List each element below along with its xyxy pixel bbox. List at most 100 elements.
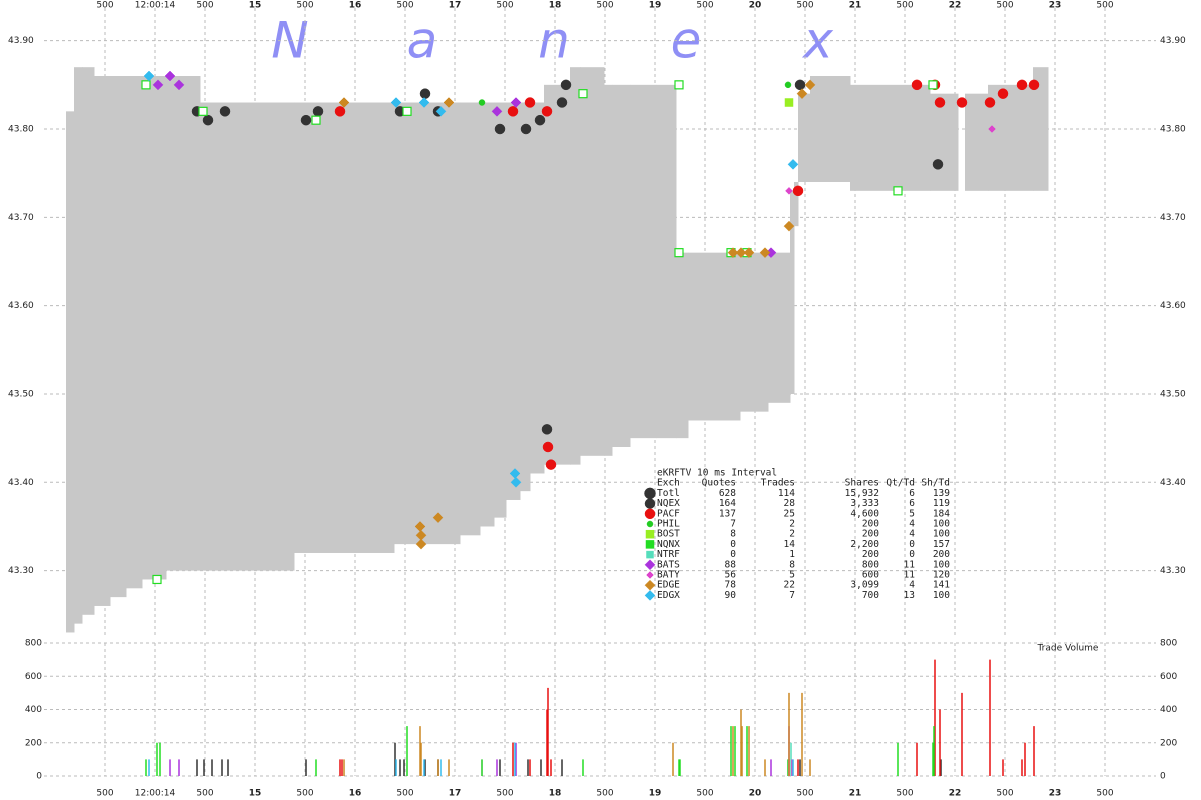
quote-marker bbox=[984, 97, 996, 108]
y-tick-label: 600 bbox=[25, 672, 42, 682]
legend-cell: 0 bbox=[909, 539, 915, 550]
quote-marker bbox=[785, 186, 793, 195]
legend-cell: 7 bbox=[730, 519, 736, 530]
legend-cell: 3,333 bbox=[850, 498, 879, 509]
x-tick-label: 500 bbox=[1096, 1, 1113, 11]
legend-cell: NTRF bbox=[657, 549, 680, 560]
spread-segment bbox=[66, 111, 75, 633]
spread-segment bbox=[142, 76, 167, 580]
legend-cell: Totl bbox=[657, 488, 680, 499]
spread-segment bbox=[630, 84, 657, 439]
legend-cell: 22 bbox=[784, 580, 795, 591]
x-tick-label: 500 bbox=[1096, 789, 1113, 799]
legend-cell: BOST bbox=[657, 529, 680, 540]
quote-marker bbox=[415, 538, 427, 550]
y-tick-label: 43.50 bbox=[1160, 389, 1186, 399]
legend-cell: 4,600 bbox=[850, 508, 879, 519]
quote-marker bbox=[491, 105, 503, 117]
legend-cell: EDGE bbox=[657, 580, 680, 591]
x-tick-label: 22 bbox=[949, 789, 962, 799]
quote-marker bbox=[997, 88, 1009, 99]
quote-marker bbox=[478, 99, 486, 106]
legend-cell: 8 bbox=[730, 529, 736, 540]
x-tick-label: 500 bbox=[496, 1, 513, 11]
spread-segment bbox=[520, 102, 531, 492]
x-tick-label: 500 bbox=[896, 789, 913, 799]
legend-cell: 184 bbox=[933, 508, 950, 519]
spread-segment bbox=[794, 182, 799, 227]
legend-cell: 0 bbox=[909, 549, 915, 560]
legend-icon bbox=[646, 520, 654, 528]
legend-cell: 200 bbox=[862, 519, 879, 530]
spread-segment bbox=[544, 84, 571, 465]
y-tick-label: 800 bbox=[1160, 639, 1177, 649]
legend-cell: 1 bbox=[789, 549, 795, 560]
y-tick-label: 0 bbox=[36, 772, 42, 782]
legend-cell: EDGX bbox=[657, 590, 680, 601]
legend-cell: 4 bbox=[909, 519, 915, 530]
legend-cell: 137 bbox=[719, 508, 736, 519]
x-tick-label: 17 bbox=[449, 789, 462, 799]
legend-cell: 119 bbox=[933, 498, 950, 509]
spread-segment bbox=[850, 84, 931, 191]
quote-marker bbox=[402, 106, 412, 116]
legend-cell: 200 bbox=[862, 529, 879, 540]
spread-segment bbox=[656, 84, 677, 439]
legend-cell: 800 bbox=[862, 559, 879, 570]
x-tick-label: 500 bbox=[296, 789, 313, 799]
quote-marker bbox=[435, 105, 447, 117]
x-tick-label: 23 bbox=[1049, 789, 1062, 799]
x-tick-label: 500 bbox=[796, 1, 813, 11]
spread-segment bbox=[166, 76, 201, 571]
spread-segment bbox=[580, 67, 605, 456]
legend-cell: NQNX bbox=[657, 539, 680, 550]
legend-icon bbox=[646, 550, 654, 559]
legend-cell: 3,099 bbox=[850, 580, 879, 591]
quote-marker bbox=[893, 186, 903, 196]
spread-segment bbox=[740, 252, 769, 412]
y-tick-label: 43.60 bbox=[1160, 301, 1186, 311]
legend-cell: 88 bbox=[725, 559, 737, 570]
legend-cell: 100 bbox=[933, 559, 950, 570]
y-tick-label: 800 bbox=[25, 639, 42, 649]
quote-marker bbox=[784, 81, 792, 89]
legend-cell: 100 bbox=[933, 590, 950, 601]
x-tick-label: 500 bbox=[696, 1, 713, 11]
x-tick-label: 500 bbox=[996, 789, 1013, 799]
y-tick-label: 200 bbox=[25, 738, 42, 748]
x-tick-label: 21 bbox=[849, 789, 862, 799]
legend-icon bbox=[645, 529, 655, 539]
quote-marker bbox=[956, 97, 968, 108]
quote-marker bbox=[545, 459, 557, 470]
spread-segment bbox=[460, 102, 481, 536]
quote-marker bbox=[198, 106, 208, 116]
quote-marker bbox=[787, 158, 799, 170]
quote-marker bbox=[524, 97, 536, 108]
quote-marker bbox=[418, 97, 430, 108]
x-tick-label: 500 bbox=[596, 789, 613, 799]
legend-cell: 25 bbox=[784, 508, 795, 519]
spread-segment bbox=[82, 67, 95, 615]
legend-cell: 56 bbox=[725, 570, 737, 581]
legend-icon bbox=[644, 508, 656, 520]
quote-marker bbox=[556, 97, 568, 108]
legend-header: Exch bbox=[657, 478, 680, 489]
legend-cell: NQEX bbox=[657, 498, 680, 509]
legend-header: Quotes bbox=[702, 478, 736, 489]
legend-icon bbox=[644, 559, 656, 571]
legend-cell: 28 bbox=[784, 498, 796, 509]
y-tick-label: 43.50 bbox=[8, 389, 34, 399]
x-tick-label: 500 bbox=[696, 789, 713, 799]
y-tick-label: 43.80 bbox=[1160, 125, 1186, 135]
quote-marker bbox=[520, 123, 532, 135]
legend-cell: PACF bbox=[657, 508, 680, 519]
quote-marker bbox=[988, 125, 996, 133]
quote-marker bbox=[743, 247, 755, 259]
y-tick-label: 43.60 bbox=[8, 301, 34, 311]
legend-cell: 5 bbox=[789, 570, 795, 581]
x-tick-label: 500 bbox=[196, 789, 213, 799]
spread-segment bbox=[394, 102, 461, 545]
quote-marker bbox=[311, 115, 321, 125]
legend-cell: 13 bbox=[904, 590, 915, 601]
legend-cell: 90 bbox=[725, 590, 737, 601]
